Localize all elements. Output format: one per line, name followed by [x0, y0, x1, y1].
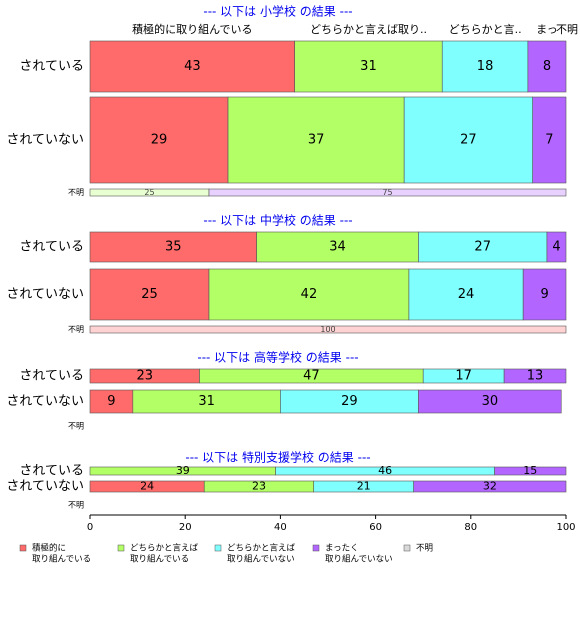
bar-segment: [408, 268, 524, 321]
value-label: 18: [477, 59, 494, 74]
bar-segment: [441, 40, 529, 93]
header-label: 不明: [556, 23, 578, 36]
value-label: 100: [320, 325, 335, 334]
row-label: されている: [19, 59, 84, 74]
value-label: 75: [382, 188, 392, 197]
legend-label: 取り組んでいる: [32, 554, 91, 565]
value-label: 47: [303, 369, 320, 384]
value-label: 31: [198, 394, 215, 409]
panel-title: --- 以下は 高等学校 の結果 ---: [197, 350, 358, 365]
legend-label: 取り組んでいない: [325, 554, 393, 565]
value-label: 46: [378, 464, 392, 477]
panel-title: --- 以下は 特別支援学校 の結果 ---: [185, 450, 370, 465]
value-label: 7: [545, 133, 553, 148]
value-label: 29: [341, 394, 358, 409]
value-label: 24: [458, 287, 475, 302]
header-label: どちらかと言..: [449, 23, 522, 36]
value-label: 43: [184, 59, 201, 74]
value-label: 29: [151, 133, 168, 148]
header-label: どちらかと言えば取り..: [310, 23, 427, 36]
bar-segment: [546, 231, 567, 263]
legend-swatch: [19, 544, 27, 552]
row-label: 不明: [68, 188, 84, 197]
value-label: 30: [482, 394, 499, 409]
x-tick-label: 60: [369, 522, 382, 533]
row-label: されていない: [6, 133, 84, 148]
bar-segment: [527, 40, 567, 93]
legend-label: 積極的に: [32, 543, 66, 554]
bar-segment: [208, 268, 410, 321]
bar-segment: [89, 40, 295, 93]
bar-segment: [89, 96, 229, 184]
value-label: 32: [483, 480, 497, 493]
row-label: 不明: [68, 501, 84, 510]
legend-swatch: [403, 544, 411, 552]
legend-swatch: [214, 544, 222, 552]
bar-segment: [418, 231, 548, 263]
legend-label: どちらかと言えば: [130, 543, 199, 554]
bar-segment: [418, 389, 562, 414]
bar-segment: [403, 96, 533, 184]
value-label: 27: [460, 133, 477, 148]
value-label: 42: [301, 287, 318, 302]
value-label: 15: [523, 464, 537, 477]
bar-segment: [294, 40, 443, 93]
row-label: されていない: [6, 287, 84, 302]
legend-label: 取り組んでいない: [227, 554, 295, 565]
bar-segment: [89, 325, 567, 334]
value-label: 23: [136, 369, 153, 384]
value-label: 9: [540, 287, 548, 302]
legend-label: どちらかと言えば: [227, 543, 296, 554]
bar-segment: [89, 268, 210, 321]
row-label: されている: [19, 464, 84, 479]
value-label: 23: [252, 480, 266, 493]
value-label: 25: [144, 188, 154, 197]
legend-label: まったく: [325, 544, 359, 554]
value-label: 4: [552, 240, 560, 255]
value-label: 37: [308, 133, 325, 148]
row-label: されていない: [6, 479, 84, 494]
x-tick-label: 0: [87, 522, 93, 533]
bar-segment: [413, 480, 567, 493]
panel-title: --- 以下は 中学校 の結果 ---: [203, 213, 352, 228]
legend-swatch: [312, 544, 320, 552]
value-label: 9: [107, 394, 115, 409]
value-label: 17: [455, 369, 472, 384]
x-tick-label: 40: [274, 522, 287, 533]
value-label: 25: [141, 287, 158, 302]
row-label: されている: [19, 369, 84, 384]
bar-segment: [89, 231, 257, 263]
value-label: 13: [527, 369, 544, 384]
value-label: 24: [140, 480, 154, 493]
bar-segment: [532, 96, 567, 184]
value-label: 21: [357, 480, 371, 493]
value-label: 35: [165, 240, 182, 255]
bar-segment: [208, 188, 567, 197]
x-tick-label: 20: [179, 522, 192, 533]
panel-title: --- 以下は 小学校 の結果 ---: [203, 4, 352, 19]
legend-label: 取り組んでいる: [130, 554, 189, 565]
value-label: 39: [176, 464, 190, 477]
legend-label: 不明: [416, 544, 433, 554]
row-label: 不明: [68, 325, 84, 334]
row-label: されていない: [6, 394, 84, 409]
value-label: 31: [360, 59, 377, 74]
value-label: 34: [329, 240, 346, 255]
header-label: まっ: [536, 23, 558, 36]
row-label: されている: [19, 240, 84, 255]
x-tick-label: 100: [556, 522, 575, 533]
bar-segment: [227, 96, 405, 184]
legend-swatch: [117, 544, 125, 552]
bar-segment: [503, 368, 567, 384]
row-label: 不明: [68, 422, 84, 431]
bar-segment: [494, 466, 567, 476]
value-label: 27: [474, 240, 491, 255]
value-label: 8: [543, 59, 551, 74]
x-tick-label: 80: [464, 522, 477, 533]
bar-segment: [522, 268, 567, 321]
header-label: 積極的に取り組んでいる: [132, 22, 252, 36]
